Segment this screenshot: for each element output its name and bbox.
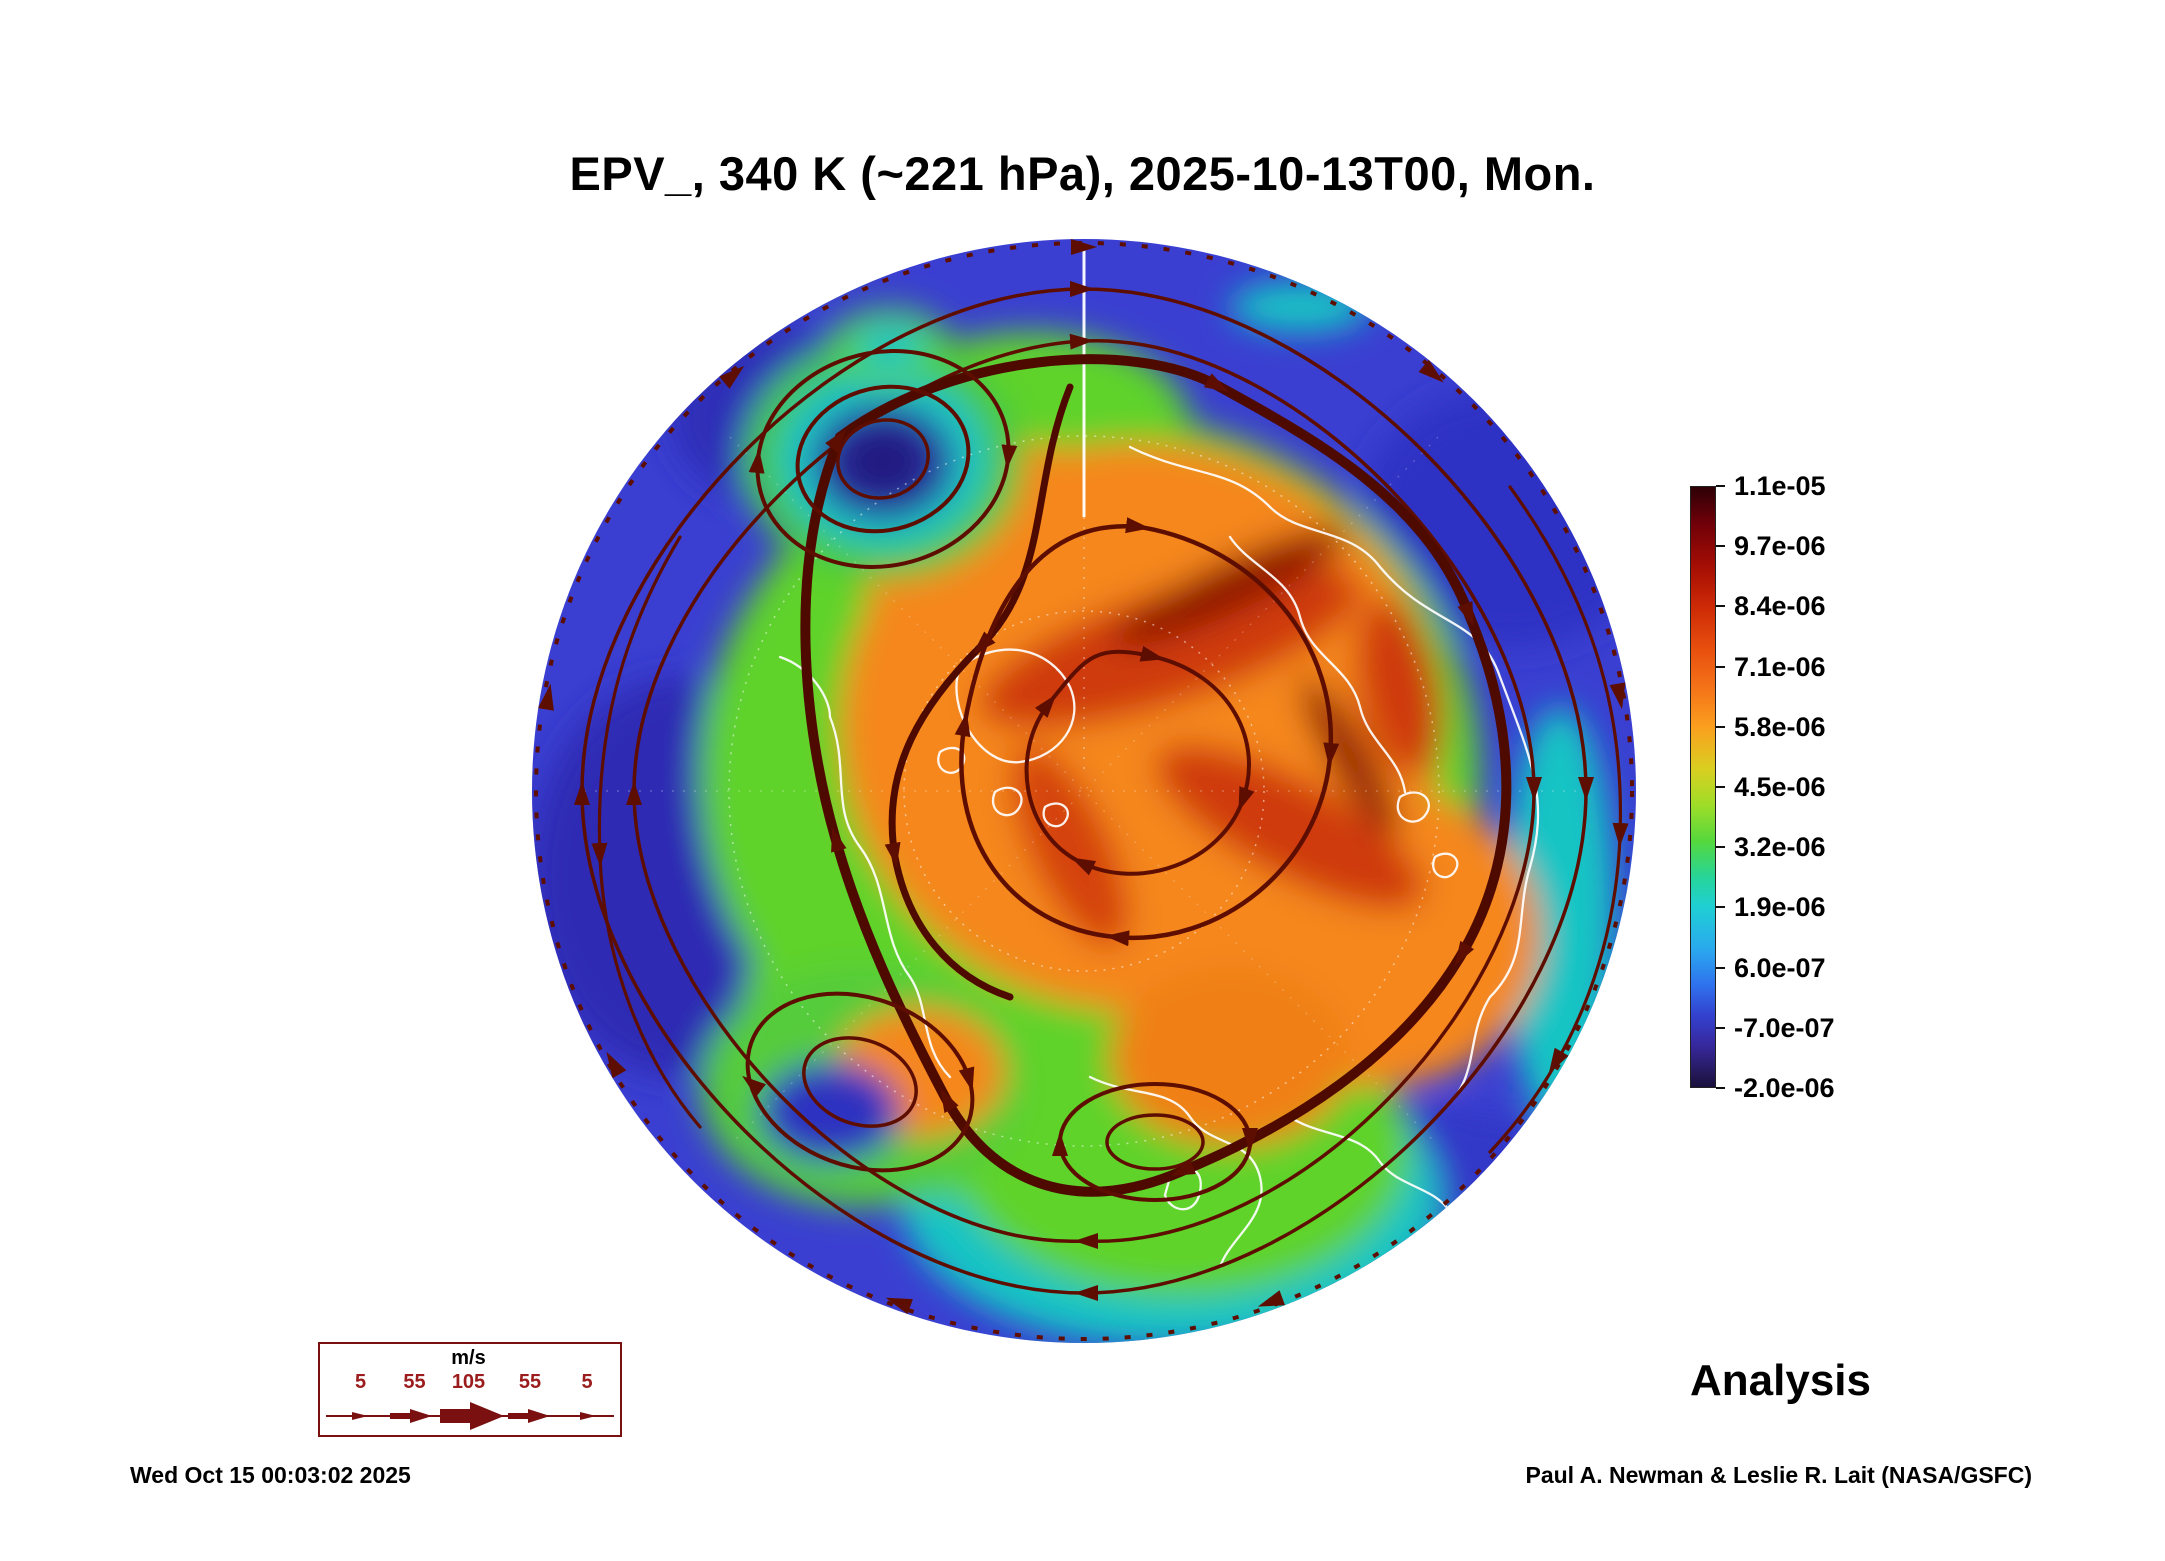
epv-map-canvas xyxy=(532,239,1636,1343)
colorbar-tick-label: 5.8e-06 xyxy=(1734,711,1826,742)
colorbar-tick-label: 1.1e-05 xyxy=(1734,471,1826,501)
wind-streamlines xyxy=(582,289,1629,1293)
wind-arrow-scale-glyph xyxy=(326,1402,614,1430)
polar-stereographic-map xyxy=(530,237,1638,1345)
wind-units-label: m/s xyxy=(451,1347,486,1369)
analysis-mode-label: Analysis xyxy=(1690,1356,1871,1405)
colorbar-tick-label: -2.0e-06 xyxy=(1734,1072,1835,1103)
map-rim xyxy=(534,239,1634,1341)
colorbar-labels: 1.1e-05 9.7e-06 8.4e-06 7.1e-06 5.8e-06 … xyxy=(1734,471,1914,1103)
colorbar-tick-label: 1.9e-06 xyxy=(1734,892,1826,923)
colorbar-tick-label: 8.4e-06 xyxy=(1734,591,1826,622)
colorbar-tick-label: 4.5e-06 xyxy=(1734,771,1826,802)
colorbar-ticks xyxy=(1716,485,1725,1089)
wind-tick-label: 5 xyxy=(581,1371,593,1393)
wind-tick-label: 5 xyxy=(354,1371,367,1393)
colorbar-tick-label: 6.0e-07 xyxy=(1734,952,1826,983)
colorbar-tick-label: -7.0e-07 xyxy=(1734,1012,1835,1043)
wind-tick-label: 55 xyxy=(518,1371,542,1393)
colorbar-tick-label: 9.7e-06 xyxy=(1734,531,1826,562)
colorbar-tick-label: 3.2e-06 xyxy=(1734,832,1826,863)
credit-line: Paul A. Newman & Leslie R. Lait (NASA/GS… xyxy=(1525,1462,2032,1488)
wind-tick-label: 55 xyxy=(403,1371,426,1393)
wind-speed-legend: m/s 5 55 105 55 5 xyxy=(318,1342,622,1437)
colorbar-tick-label: 7.1e-06 xyxy=(1734,651,1826,682)
creation-timestamp: Wed Oct 15 00:03:02 2025 xyxy=(130,1462,411,1488)
plot-title: EPV_, 340 K (~221 hPa), 2025-10-13T00, M… xyxy=(569,147,1596,200)
colorbar-gradient xyxy=(1690,486,1716,1088)
wind-tick-label: 105 xyxy=(451,1371,486,1393)
